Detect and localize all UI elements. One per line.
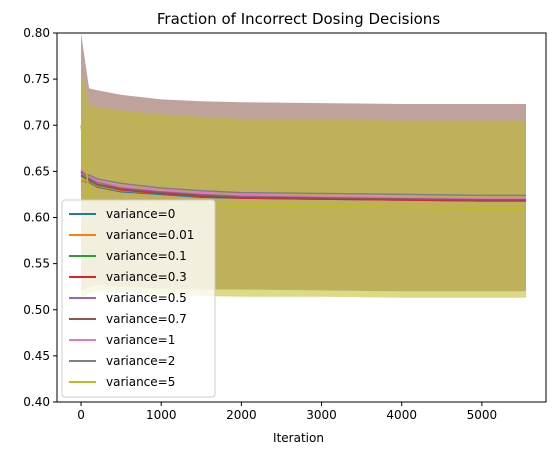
y-tick-label-3: 0.55	[23, 257, 50, 271]
legend-item[interactable]: variance=0.1	[69, 249, 187, 263]
legend-label: variance=0	[106, 207, 175, 221]
series-line-7	[80, 172, 526, 197]
x-tick-label-1: 1000	[146, 408, 177, 422]
x-axis-ticks: 0 1000 2000 3000 4000 5000	[77, 402, 497, 422]
x-tick-label-5: 5000	[467, 408, 498, 422]
x-axis-label: Iteration	[273, 431, 324, 445]
x-tick-label-2: 2000	[226, 408, 257, 422]
legend[interactable]: variance=0 variance=0.01 variance=0.1 varia…	[61, 199, 216, 398]
y-tick-label-6: 0.70	[23, 118, 50, 132]
y-tick-label-8: 0.80	[23, 26, 50, 40]
series-line-6	[80, 168, 526, 199]
y-axis-ticks: 0.40 0.45 0.50 0.55 0.60 0.65 0.70 0.75 0.80	[23, 26, 57, 409]
legend-label: variance=0.01	[106, 228, 194, 242]
chart-title: Fraction of Incorrect Dosing Decisions	[157, 10, 440, 28]
x-tick-label-3: 3000	[306, 408, 337, 422]
legend-label: variance=0.1	[106, 249, 187, 263]
legend-label: variance=2	[106, 354, 175, 368]
series-line-4	[80, 172, 526, 200]
y-tick-label-0: 0.40	[23, 395, 50, 409]
legend-item[interactable]: variance=2	[69, 354, 175, 368]
legend-box	[61, 199, 216, 398]
x-tick-label-4: 4000	[386, 408, 417, 422]
legend-item[interactable]: variance=0.3	[69, 270, 187, 284]
legend-label: variance=0.5	[106, 291, 187, 305]
legend-item[interactable]: variance=0.5	[69, 291, 187, 305]
y-tick-label-1: 0.45	[23, 349, 50, 363]
plot-frame	[56, 32, 547, 403]
y-tick-label-5: 0.65	[23, 164, 50, 178]
y-tick-label-4: 0.60	[23, 211, 50, 225]
series-line-5	[80, 174, 526, 201]
legend-item[interactable]: variance=1	[69, 333, 175, 347]
legend-item[interactable]: variance=0	[69, 207, 175, 221]
legend-item[interactable]: variance=0.01	[69, 228, 194, 242]
legend-item[interactable]: variance=5	[69, 375, 175, 389]
legend-label: variance=0.7	[106, 312, 187, 326]
legend-label: variance=1	[106, 333, 175, 347]
y-tick-label-7: 0.75	[23, 72, 50, 86]
y-tick-label-2: 0.50	[23, 303, 50, 317]
legend-label: variance=0.3	[106, 270, 187, 284]
legend-item[interactable]: variance=0.7	[69, 312, 187, 326]
legend-label: variance=5	[106, 375, 175, 389]
x-tick-label-0: 0	[77, 408, 85, 422]
